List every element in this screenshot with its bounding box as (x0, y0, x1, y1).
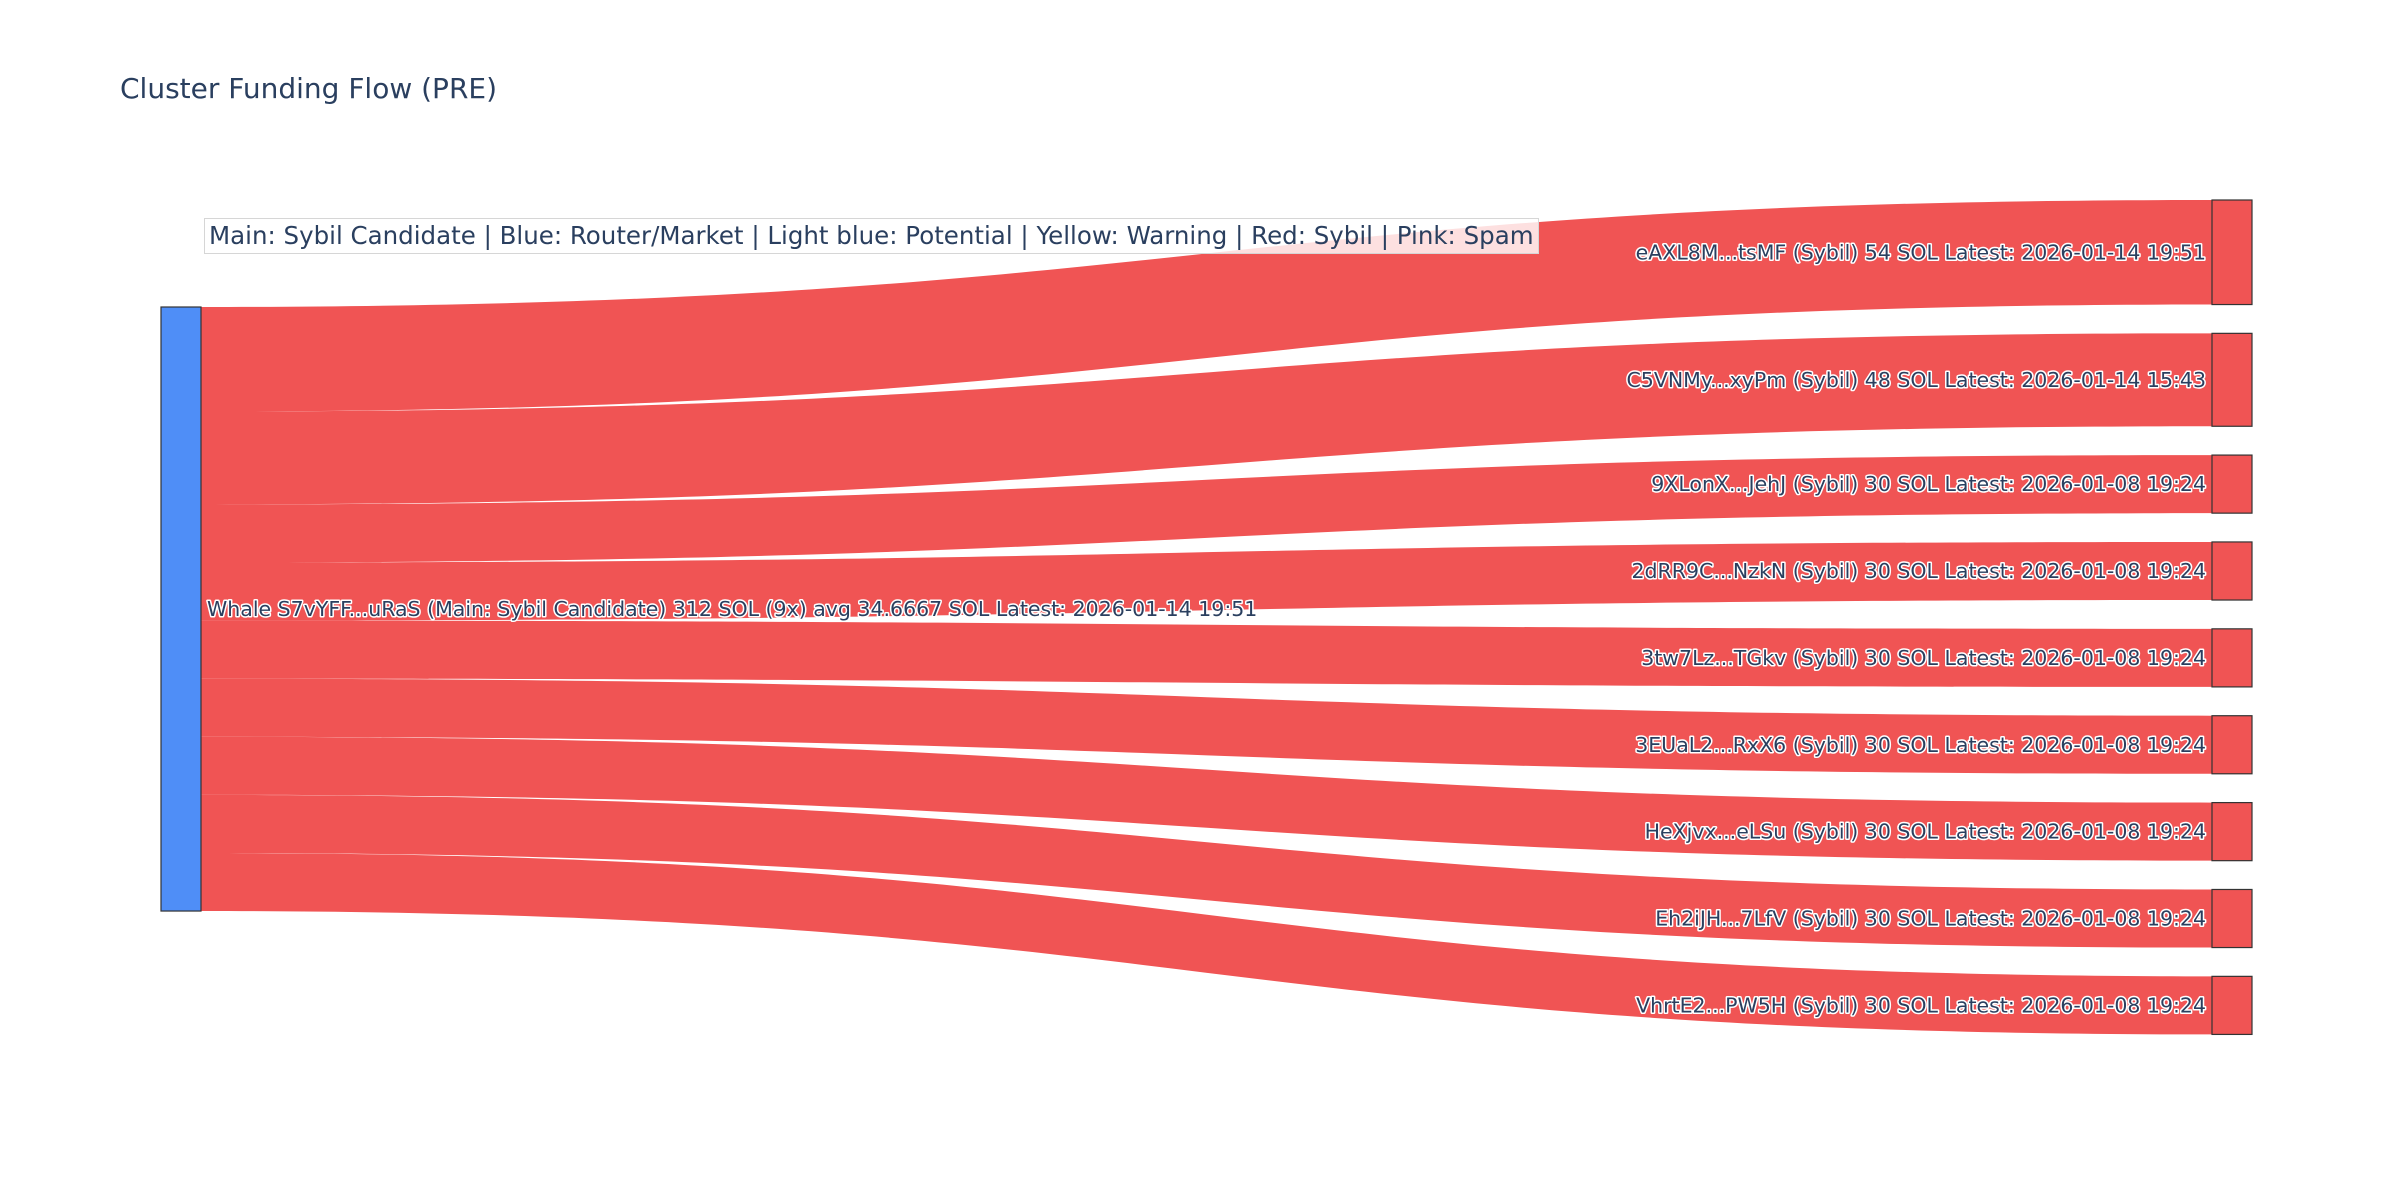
flow-link-HeXjvx[interactable] (201, 736, 2212, 861)
flow-link-3EUaL2[interactable] (201, 678, 2212, 774)
target-node-HeXjvx[interactable] (2211, 801, 2253, 862)
flow-link-C5VNMy[interactable] (201, 333, 2212, 505)
target-label-2dRR9C: 2dRR9C...NzkN (Sybil) 30 SOL Latest: 202… (1631, 559, 2206, 583)
target-label-3tw7Lz: 3tw7Lz...TGkv (Sybil) 30 SOL Latest: 202… (1641, 646, 2206, 670)
flow-link-9XLonX[interactable] (201, 455, 2212, 563)
target-label-C5VNMy: C5VNMy...xyPm (Sybil) 48 SOL Latest: 202… (1626, 368, 2206, 392)
flow-link-eAXL8M[interactable] (201, 200, 2212, 412)
target-label-eAXL8M: eAXL8M...tsMF (Sybil) 54 SOL Latest: 202… (1636, 240, 2206, 264)
target-label-VhrtE2: VhrtE2...PW5H (Sybil) 30 SOL Latest: 202… (1636, 993, 2206, 1017)
sankey-nodes (160, 199, 2253, 1036)
chart-title: Cluster Funding Flow (PRE) (120, 72, 498, 105)
target-label-HeXjvx: HeXjvx...eLSu (Sybil) 30 SOL Latest: 202… (1645, 820, 2206, 844)
target-node-C5VNMy[interactable] (2211, 332, 2253, 427)
flow-link-2dRR9C[interactable] (201, 541, 2212, 621)
target-label-3EUaL2: 3EUaL2...RxX6 (Sybil) 30 SOL Latest: 202… (1635, 733, 2206, 757)
target-node-2dRR9C[interactable] (2211, 541, 2253, 601)
sankey-links (201, 200, 2212, 1035)
source-node[interactable] (160, 306, 202, 912)
source-label: Whale S7vYFF...uRaS (Main: Sybil Candida… (207, 597, 1257, 621)
target-node-3EUaL2[interactable] (2211, 715, 2253, 775)
target-node-VhrtE2[interactable] (2211, 975, 2253, 1036)
flow-link-3tw7Lz[interactable] (201, 620, 2212, 687)
sankey-labels: eAXL8M...tsMF (Sybil) 54 SOL Latest: 202… (206, 239, 2208, 1019)
target-node-eAXL8M[interactable] (2211, 199, 2253, 306)
target-label-Eh2iJH: Eh2iJH...7LfV (Sybil) 30 SOL Latest: 202… (1655, 907, 2206, 931)
target-label-9XLonX: 9XLonX...JehJ (Sybil) 30 SOL Latest: 202… (1651, 472, 2206, 496)
target-node-3tw7Lz[interactable] (2211, 628, 2253, 688)
flow-link-VhrtE2[interactable] (201, 852, 2212, 1035)
target-node-9XLonX[interactable] (2211, 454, 2253, 514)
target-node-Eh2iJH[interactable] (2211, 888, 2253, 949)
flow-link-Eh2iJH[interactable] (201, 794, 2212, 948)
legend-annotation: Main: Sybil Candidate | Blue: Router/Mar… (204, 218, 1539, 254)
